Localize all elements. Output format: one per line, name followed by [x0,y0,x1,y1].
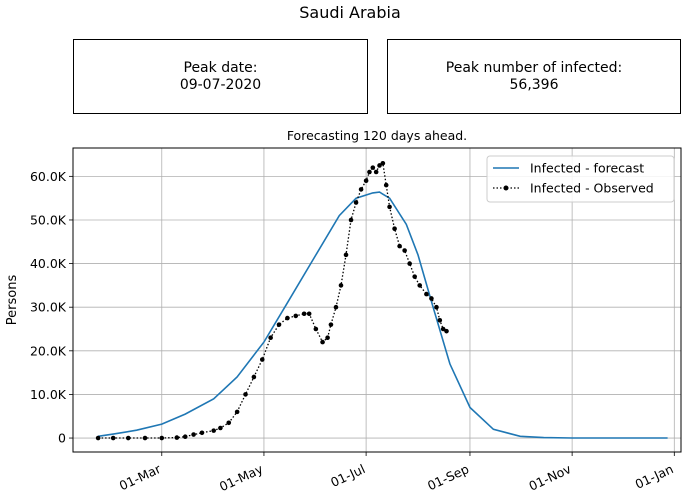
observed-point [397,243,402,249]
observed-point [444,328,449,334]
observed-point [358,187,364,192]
legend-label: Infected - Observed [530,181,654,196]
observed-point [343,252,349,258]
observed-point [429,296,434,301]
observed-point [417,283,423,288]
observed-point [251,374,257,380]
series-layer [95,160,668,441]
peak-infected-value: 56,396 [509,76,559,93]
observed-point [370,165,376,170]
x-tick-label: 01-Jan [633,461,676,492]
observed-point [434,304,439,310]
observed-point [243,392,248,397]
observed-point [125,435,131,441]
observed-point [182,434,188,440]
y-tick-label: 40.0K [30,256,67,271]
observed-point [348,217,354,223]
observed-point [407,261,412,266]
y-tick-label: 30.0K [30,300,67,315]
observed-point [328,322,334,327]
legend-marker-observed [503,185,509,191]
peak-infected-box: Peak number of infected: 56,396 [387,39,681,114]
x-tick-label: 01-Nov [526,461,573,494]
observed-point [174,435,180,440]
series-line-forecast [97,191,668,439]
observed-point [234,409,240,415]
y-tick-label: 20.0K [30,343,67,358]
observed-point [387,204,392,210]
observed-point [191,432,196,437]
x-tick-label: 01-May [217,461,266,494]
observed-point [211,428,216,433]
observed-point [437,317,443,323]
observed-point [392,226,397,231]
plot-frame [72,147,682,453]
observed-point [306,311,312,317]
peak-date-box: Peak date: 09-07-2020 [73,39,368,114]
y-tick-label: 50.0K [30,212,67,227]
observed-point [301,311,307,317]
observed-point [320,339,325,345]
observed-point [440,326,446,332]
observed-point [380,160,386,166]
observed-point [110,435,116,441]
observed-point [159,435,165,441]
observed-point [285,315,290,321]
observed-point [353,200,359,205]
observed-point [259,357,265,362]
x-tick-label: 01-Mar [117,461,164,494]
y-tick-label: 0 [58,431,66,446]
observed-point [377,163,382,168]
legend: Infected - forecast Infected - Observed [486,155,675,203]
peak-infected-label: Peak number of infected: [445,59,623,76]
observed-point [218,425,223,431]
observed-point [293,313,299,319]
legend-label: Infected - forecast [530,161,644,176]
observed-point [367,169,372,175]
observed-point [226,420,232,426]
observed-point [313,326,319,332]
observed-point [142,435,148,441]
observed-point [424,291,429,297]
x-tick-label: 01-Jul [328,461,367,490]
chart-title: Forecasting 120 days ahead. [286,128,468,143]
peak-date-value: 09-07-2020 [179,76,262,93]
observed-point [363,178,369,184]
y-tick-label: 10.0K [30,387,67,402]
observed-point [383,182,389,188]
observed-point [373,169,379,175]
observed-point [412,274,417,279]
x-tick-label: 01-Sep [425,461,471,493]
observed-point [338,283,344,288]
figure-title: Saudi Arabia [299,3,401,22]
y-axis-label: Persons [5,275,20,326]
axis-ticks: 0 10.0K 20.0K 30.0K 40.0K 50.0K 60.0K 01-Mar 01-… [30,169,676,494]
observed-point [333,304,339,310]
observed-point [95,435,101,441]
observed-point [402,248,407,253]
observed-point [276,322,282,327]
observed-point [325,335,330,341]
legend-frame [486,155,675,203]
observed-point [268,335,273,341]
observed-point [199,430,205,436]
y-tick-label: 60.0K [30,169,67,184]
peak-date-label: Peak date: [183,59,258,76]
